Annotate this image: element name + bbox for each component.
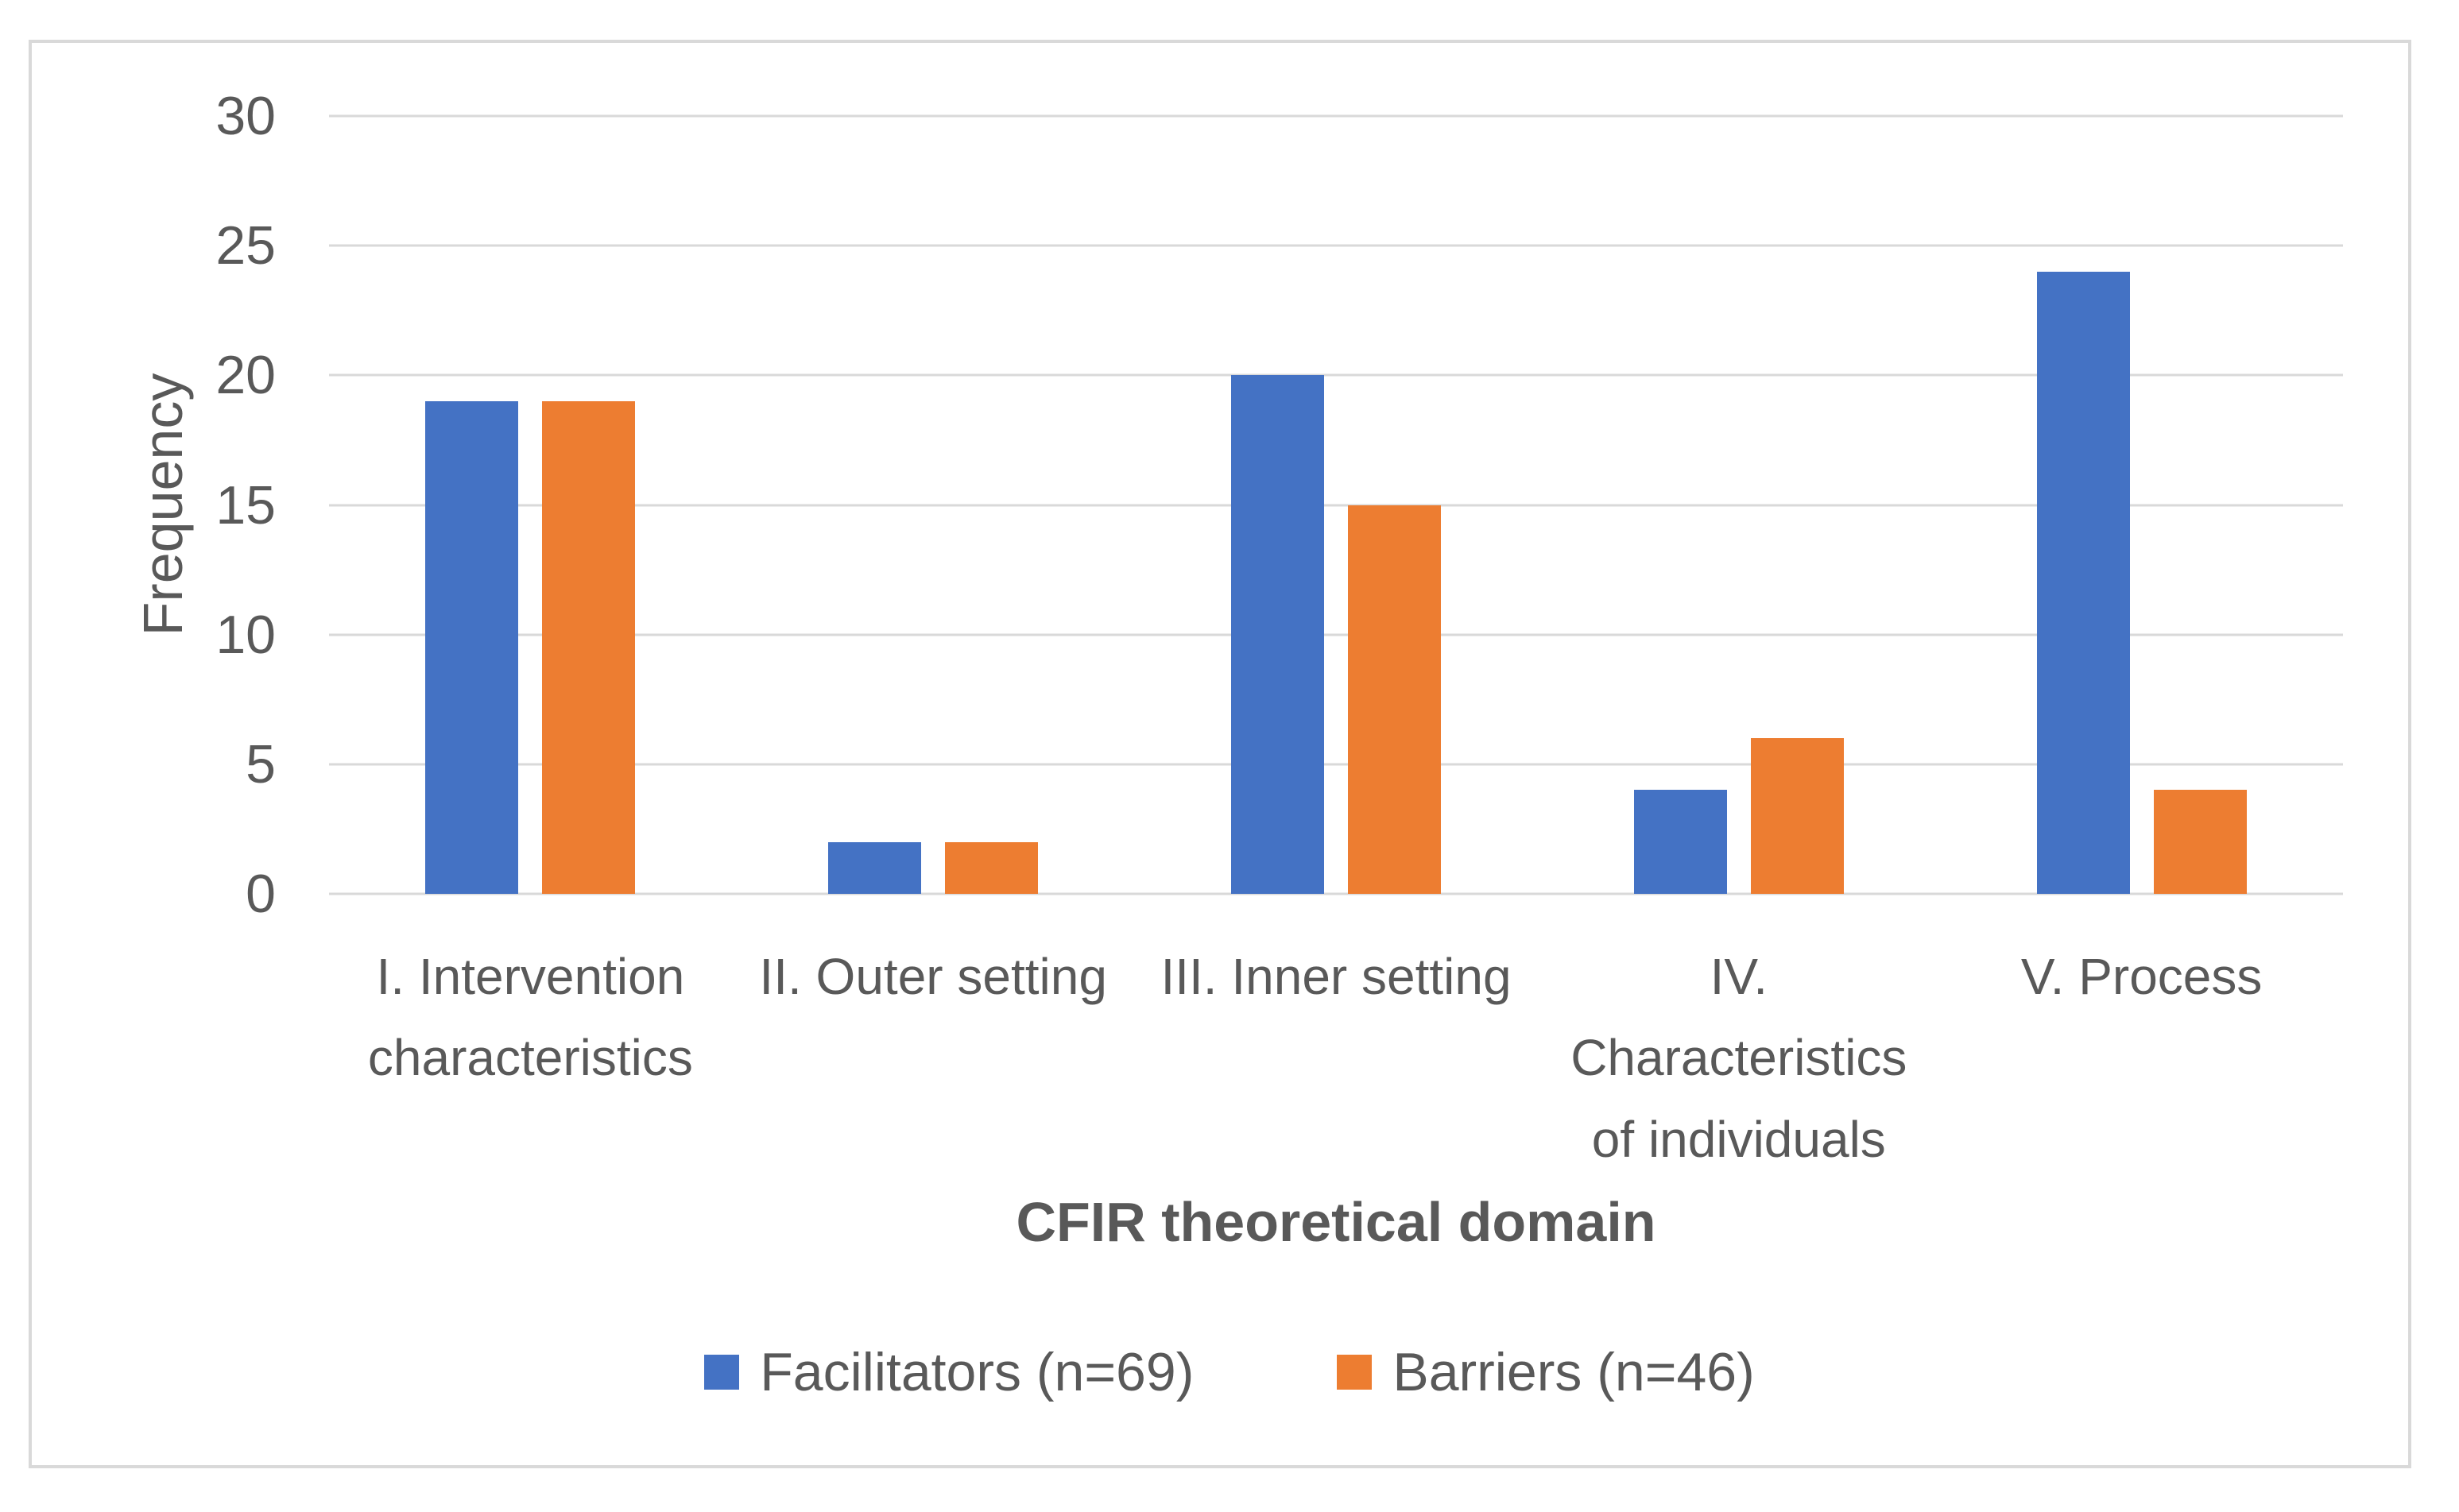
gridline-15	[329, 504, 2343, 506]
y-tick-25: 25	[215, 215, 276, 276]
bar-facilitators-3	[1633, 790, 1727, 894]
x-label-line: of individuals	[1591, 1110, 1886, 1168]
gridline-20	[329, 373, 2343, 377]
x-label-line: III. Inner setting	[1160, 948, 1512, 1005]
y-tick-30: 30	[215, 86, 276, 146]
legend-label: Barriers (n=46)	[1392, 1342, 1755, 1402]
x-label-line: I. Intervention	[376, 948, 685, 1005]
x-label-line: IV.	[1710, 948, 1768, 1005]
x-label-3: IV. Characteristics of individuals	[1516, 936, 1961, 1180]
gridline-0	[329, 892, 2343, 895]
legend-item-barriers: Barriers (n=46)	[1337, 1341, 1755, 1403]
bar-facilitators-0	[425, 400, 519, 894]
legend-label: Facilitators (n=69)	[760, 1342, 1195, 1402]
plot-area	[329, 114, 2343, 895]
bar-barriers-1	[945, 841, 1039, 894]
x-label-line: V. Process	[2020, 948, 2263, 1005]
x-label-1: II. Outer setting	[711, 936, 1156, 1017]
y-tick-10: 10	[215, 604, 276, 665]
gridline-30	[329, 114, 2343, 118]
x-label-line: II. Outer setting	[759, 948, 1107, 1005]
y-tick-15: 15	[215, 474, 276, 536]
x-label-line: characteristics	[367, 1029, 693, 1087]
x-label-4: V. Process	[1919, 936, 2364, 1017]
gridline-5	[329, 763, 2343, 766]
bar-barriers-3	[1750, 738, 1844, 894]
legend-swatch-icon	[704, 1355, 740, 1390]
legend-swatch-icon	[1337, 1355, 1373, 1390]
y-tick-0: 0	[246, 864, 276, 924]
bar-barriers-4	[2153, 790, 2247, 894]
x-label-2: III. Inner setting	[1113, 936, 1559, 1017]
bar-facilitators-2	[1231, 375, 1324, 894]
gridline-10	[329, 633, 2343, 636]
y-tick-20: 20	[215, 345, 276, 406]
bar-barriers-0	[542, 400, 636, 894]
x-label-line: Characteristics	[1570, 1029, 1907, 1087]
bar-facilitators-4	[2036, 271, 2130, 894]
legend: Facilitators (n=69) Barriers (n=46)	[32, 1341, 2427, 1403]
x-label-0: I. Intervention characteristics	[308, 936, 753, 1099]
bar-barriers-2	[1348, 505, 1441, 894]
y-axis-title: Frequency	[132, 373, 194, 636]
bar-facilitators-1	[828, 841, 922, 894]
legend-item-facilitators: Facilitators (n=69)	[704, 1341, 1194, 1403]
y-tick-5: 5	[246, 733, 276, 795]
x-axis-title: CFIR theoretical domain	[1016, 1191, 1656, 1253]
gridline-25	[329, 244, 2343, 247]
